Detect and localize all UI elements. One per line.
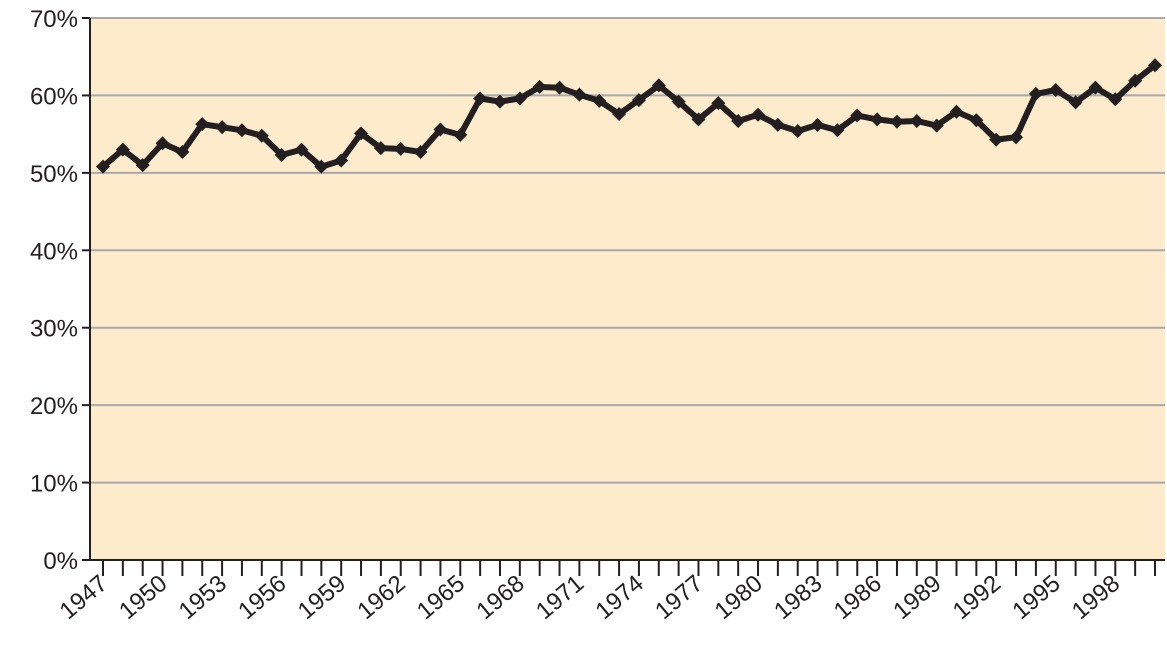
- data-point: [1048, 83, 1063, 98]
- data-point: [751, 107, 766, 122]
- y-tick-label: 30%: [30, 316, 78, 343]
- y-tick-label: 20%: [30, 393, 78, 420]
- data-point: [572, 87, 587, 102]
- data-point: [294, 142, 309, 157]
- data-point: [155, 136, 170, 151]
- x-tick-label: 1968: [471, 570, 529, 625]
- x-tick-label: 1974: [591, 570, 649, 625]
- data-point: [949, 104, 964, 119]
- data-point: [850, 108, 865, 123]
- data-point: [512, 91, 527, 106]
- data-point: [651, 78, 666, 93]
- data-point: [631, 93, 646, 108]
- data-point: [135, 158, 150, 173]
- data-point: [731, 113, 746, 128]
- data-point: [1009, 130, 1024, 145]
- data-point: [393, 141, 408, 156]
- data-point: [453, 127, 468, 142]
- x-tick-label: 1959: [293, 570, 351, 625]
- data-point: [711, 96, 726, 111]
- data-point: [612, 107, 627, 122]
- data-point: [413, 144, 428, 159]
- x-tick-label: 1977: [650, 570, 708, 625]
- data-point: [492, 94, 507, 109]
- data-point: [354, 126, 369, 141]
- data-point: [274, 148, 289, 163]
- data-point: [870, 112, 885, 127]
- data-point: [830, 123, 845, 138]
- x-axis-ticks: [102, 560, 1156, 576]
- data-point: [929, 118, 944, 133]
- y-tick-label: 50%: [30, 161, 78, 188]
- data-point: [433, 122, 448, 137]
- x-tick-label: 1971: [531, 570, 589, 625]
- data-point: [989, 132, 1004, 147]
- data-point: [115, 142, 130, 157]
- x-tick-labels: 1947 1950 1953 1956 1959 1962 1965 1968 1971 1974…: [55, 570, 1126, 625]
- data-point: [1088, 80, 1103, 95]
- data-point: [175, 144, 190, 159]
- x-tick-label: 1980: [710, 570, 768, 625]
- y-tick-labels: 0% 10% 20% 30% 40% 50% 60% 70%: [30, 6, 78, 575]
- y-tick-label: 10%: [30, 471, 78, 498]
- data-point: [691, 112, 706, 127]
- data-point: [254, 128, 269, 143]
- data-point: [909, 113, 924, 128]
- x-tick-label: 1995: [1007, 570, 1065, 625]
- data-point: [790, 124, 805, 139]
- x-tick-label: 1998: [1067, 570, 1125, 625]
- x-tick-label: 1989: [888, 570, 946, 625]
- data-point: [473, 91, 488, 106]
- data-point: [314, 159, 329, 174]
- data-markers: [96, 58, 1162, 174]
- plot-background: [90, 18, 1165, 560]
- x-tick-label: 1983: [769, 570, 827, 625]
- x-tick-label: 1992: [948, 570, 1006, 625]
- data-point: [552, 80, 567, 95]
- data-point: [195, 117, 210, 132]
- x-tick-label: 1956: [233, 570, 291, 625]
- y-tick-label: 60%: [30, 83, 78, 110]
- y-tick-label: 0%: [43, 548, 78, 575]
- x-tick-label: 1953: [174, 570, 232, 625]
- data-point: [889, 114, 904, 129]
- data-point: [592, 93, 607, 108]
- y-tick-label: 40%: [30, 238, 78, 265]
- data-point: [234, 123, 249, 138]
- y-axis-ticks: [82, 17, 90, 561]
- gridlines: [90, 17, 1165, 484]
- data-point: [810, 117, 825, 132]
- data-point: [770, 117, 785, 132]
- x-tick-label: 1947: [55, 570, 113, 625]
- data-point: [1128, 73, 1143, 88]
- data-point: [1068, 95, 1083, 110]
- data-point: [969, 113, 984, 128]
- data-point: [671, 94, 686, 109]
- data-point: [334, 153, 349, 168]
- data-point: [1108, 92, 1123, 107]
- data-point: [215, 120, 230, 135]
- data-point: [532, 79, 547, 94]
- x-tick-label: 1962: [352, 570, 410, 625]
- y-tick-label: 70%: [30, 6, 78, 33]
- data-point: [1148, 58, 1162, 73]
- data-point: [96, 159, 110, 174]
- data-point: [373, 141, 388, 156]
- data-point: [1028, 86, 1043, 101]
- x-tick-label: 1986: [829, 570, 887, 625]
- x-tick-label: 1950: [114, 570, 172, 625]
- x-tick-label: 1965: [412, 570, 470, 625]
